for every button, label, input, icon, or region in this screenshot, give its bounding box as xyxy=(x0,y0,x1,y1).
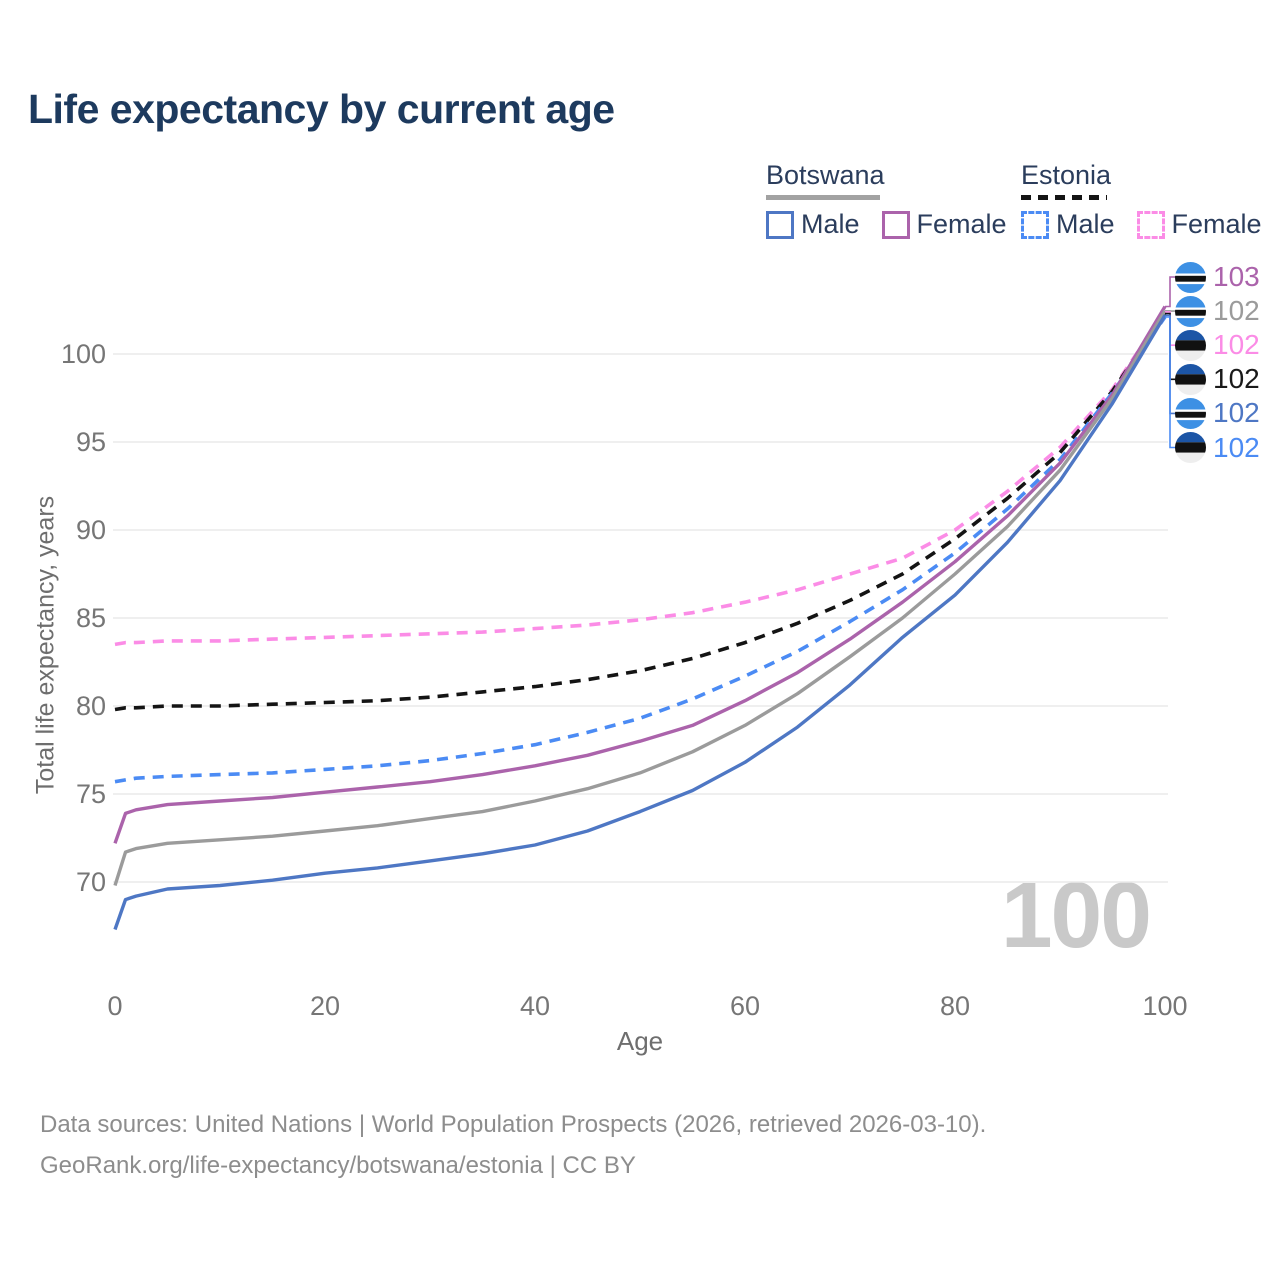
legend-item-botswana-female[interactable]: Female xyxy=(881,209,1007,240)
y-tick-label: 70 xyxy=(75,867,106,897)
botswana-male-swatch-icon xyxy=(766,210,794,239)
estonia-male-swatch-icon xyxy=(1021,210,1049,239)
botswana-solid-line-swatch xyxy=(766,195,880,200)
botswana-flag-icon xyxy=(1175,397,1206,429)
end-label-estonia-female: 102 xyxy=(1175,327,1260,363)
end-label-botswana-male: 102 xyxy=(1175,395,1260,431)
age-watermark: 100 xyxy=(1000,863,1152,967)
end-label-connector xyxy=(1165,276,1177,308)
end-label-value: 102 xyxy=(1213,431,1260,463)
estonia-dashed-line-swatch xyxy=(1021,195,1107,200)
x-tick-label: 80 xyxy=(939,991,971,1021)
legend-item-botswana-male[interactable]: Male xyxy=(766,209,860,240)
y-tick-label: 80 xyxy=(75,691,106,721)
series-line-estonia-male xyxy=(114,315,1167,784)
botswana-flag-icon xyxy=(1175,261,1206,293)
estonia-female-swatch-icon xyxy=(1136,210,1165,239)
page-title: Life expectancy by current age xyxy=(28,86,615,132)
legend-item-label: Male xyxy=(801,209,860,239)
legend-group-estonia: Estonia Male Female xyxy=(1021,160,1262,240)
x-tick-label: 0 xyxy=(107,991,123,1021)
end-label-connector xyxy=(1165,316,1177,449)
end-label-value: 103 xyxy=(1213,261,1260,292)
series-line-botswana-female xyxy=(113,305,1167,844)
x-tick-label: 60 xyxy=(729,991,761,1021)
y-tick-label: 100 xyxy=(60,339,106,369)
x-tick-label: 20 xyxy=(309,991,341,1021)
footer: Data sources: United Nations | World Pop… xyxy=(40,1104,986,1186)
end-label-botswana: 102 xyxy=(1175,293,1260,329)
y-tick-label: 95 xyxy=(75,427,106,457)
footer-attribution: GeoRank.org/life-expectancy/botswana/est… xyxy=(40,1152,636,1179)
estonia-flag-icon xyxy=(1175,363,1206,395)
legend-item-label: Female xyxy=(1171,209,1262,239)
botswana-female-swatch-icon xyxy=(881,210,910,239)
legend-country-botswana[interactable]: Botswana xyxy=(766,160,1007,200)
y-tick-label: 85 xyxy=(75,603,106,633)
y-tick-label: 75 xyxy=(75,779,106,809)
end-label-value: 102 xyxy=(1213,295,1260,327)
estonia-flag-icon xyxy=(1175,432,1206,463)
series-line-estonia xyxy=(114,312,1167,712)
footer-data-sources: Data sources: United Nations | World Pop… xyxy=(40,1111,987,1138)
end-label-estonia-male: 102 xyxy=(1175,430,1260,466)
end-label-value: 102 xyxy=(1213,363,1260,395)
series-line-botswana-male xyxy=(113,314,1167,931)
end-label-value: 102 xyxy=(1213,397,1260,429)
legend-country-label: Botswana xyxy=(766,160,885,190)
end-label-estonia: 102 xyxy=(1175,361,1260,397)
series-line-estonia-female xyxy=(114,310,1167,647)
legend-item-label: Female xyxy=(916,209,1007,239)
legend-country-estonia[interactable]: Estonia xyxy=(1021,160,1262,200)
end-label-value: 102 xyxy=(1213,329,1260,361)
x-axis-title: Age xyxy=(616,1026,664,1056)
estonia-flag-icon xyxy=(1175,329,1206,361)
botswana-flag-icon xyxy=(1175,295,1206,327)
legend-item-estonia-female[interactable]: Female xyxy=(1136,209,1262,240)
legend-group-botswana: Botswana Male Female xyxy=(766,160,1007,240)
x-tick-label: 40 xyxy=(519,991,551,1021)
x-tick-label: 100 xyxy=(1142,991,1188,1021)
legend-item-estonia-male[interactable]: Male xyxy=(1021,209,1115,240)
legend-country-label: Estonia xyxy=(1021,160,1112,190)
series-line-botswana xyxy=(113,310,1167,887)
legend-item-label: Male xyxy=(1056,209,1115,239)
y-tick-label: 90 xyxy=(75,515,106,545)
end-label-botswana-female: 103 xyxy=(1175,259,1260,295)
